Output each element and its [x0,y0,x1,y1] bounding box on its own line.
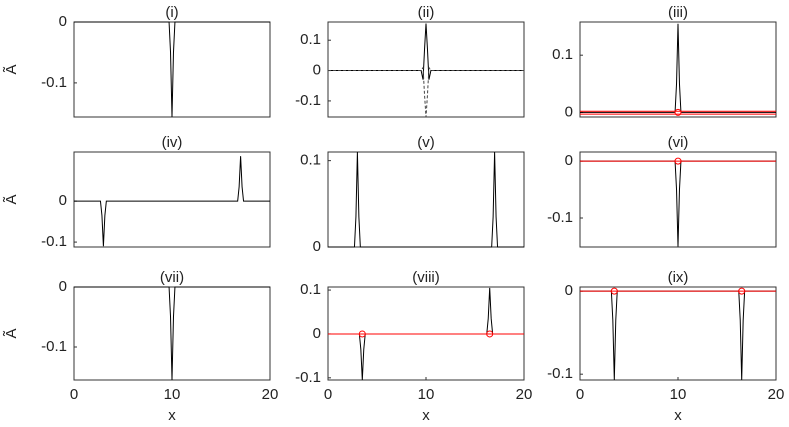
y-tick-label: -0.1 [41,233,67,250]
axes-box [327,21,525,118]
panel-title: (v) [417,134,435,151]
line [74,286,270,381]
y-tick-label: 0 [565,103,573,120]
axes-box [579,21,777,118]
y-tick-label: 0 [313,325,321,342]
marker [738,287,746,295]
y-tick-label: 0 [313,238,321,255]
panel-title: (iii) [668,4,688,21]
y-tick-label: -0.1 [295,369,321,386]
marker [358,330,366,338]
line [328,151,524,248]
axes-box [579,151,777,248]
line [328,65,524,118]
line [74,156,270,247]
y-tick-label: 0 [565,152,573,169]
y-tick-label: 0 [59,13,67,30]
x-tick-label: 0 [324,386,332,403]
panel-title: (ix) [668,269,689,286]
x-tick-label: 10 [164,386,181,403]
y-tick-label: 0 [59,278,67,295]
marker [486,330,494,338]
x-tick-label: 20 [768,386,785,403]
axes-box [579,286,777,381]
marker [674,108,682,116]
line [580,23,776,113]
panel-title: (vii) [160,269,184,286]
panel-title: (i) [165,4,178,21]
line [328,23,524,80]
x-tick-label: 10 [670,386,687,403]
y-tick-label: -0.1 [41,338,67,355]
y-tick-label: -0.1 [547,365,573,382]
y-tick-label: 0.1 [300,152,321,169]
y-tick-label: -0.1 [41,74,67,91]
x-tick-label: 0 [70,386,78,403]
x-axis-label: x [168,407,176,424]
y-axis-label: Ã [3,64,20,74]
axes-box [73,151,271,248]
line [580,160,776,247]
x-axis-label: x [422,407,430,424]
x-tick-label: 0 [576,386,584,403]
y-tick-label: 0 [565,282,573,299]
marker [610,287,618,295]
x-axis-label: x [674,407,682,424]
x-tick-label: 20 [516,386,533,403]
y-tick-label: 0 [59,192,67,209]
line [580,290,776,381]
y-axis-label: Ã [3,328,20,338]
panel-title: (viii) [412,269,440,286]
y-axis-label: Ã [3,194,20,204]
panel-title: (iv) [162,134,183,151]
panel-title: (vi) [668,134,689,151]
y-tick-label: 0 [313,62,321,79]
y-tick-label: 0.1 [300,281,321,298]
line [74,21,270,118]
x-tick-label: 10 [418,386,435,403]
x-tick-label: 20 [262,386,279,403]
panel-title: (ii) [418,4,435,21]
y-tick-label: 0.1 [300,31,321,48]
marker [674,157,682,165]
y-tick-label: -0.1 [295,92,321,109]
y-tick-label: 0.1 [552,46,573,63]
y-tick-label: -0.1 [547,209,573,226]
